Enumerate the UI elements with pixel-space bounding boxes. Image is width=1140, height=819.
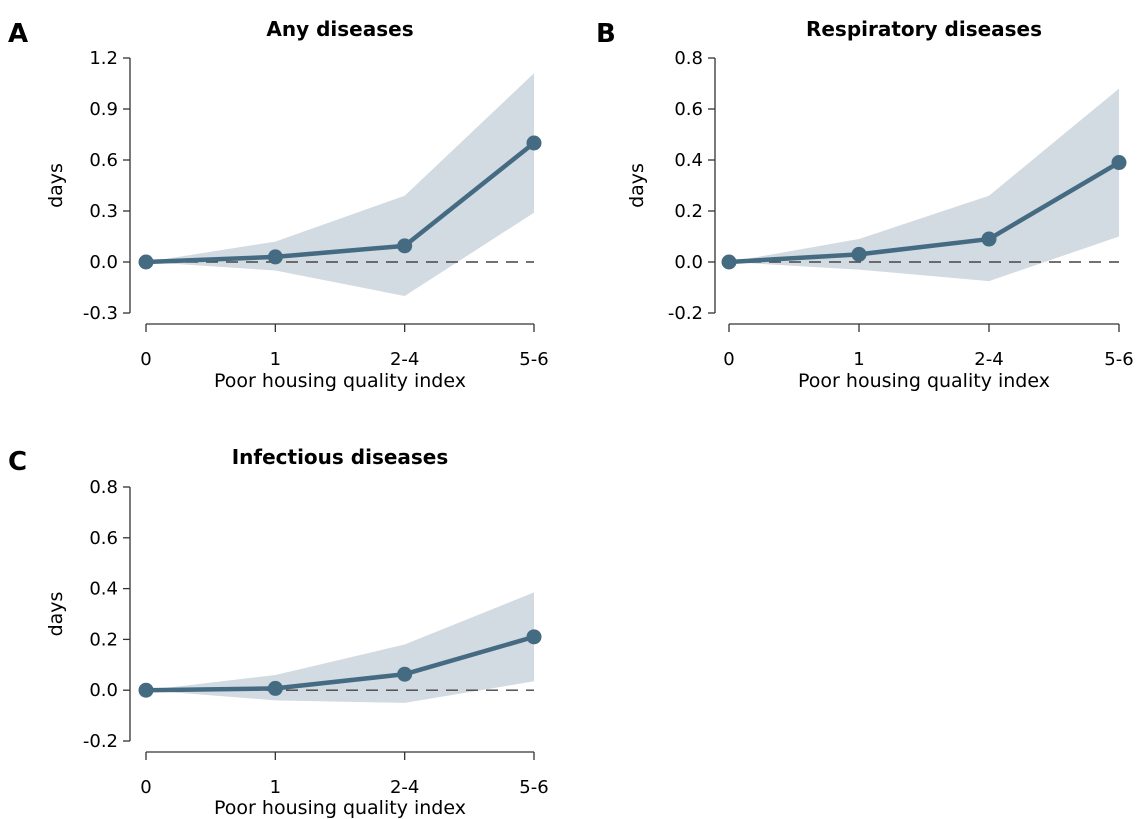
y-tick-label: 0.8 — [674, 48, 703, 69]
data-point — [138, 254, 154, 270]
y-axis-label: days — [626, 163, 648, 208]
chart-title: Infectious diseases — [232, 445, 449, 469]
y-tick-label: 0.6 — [89, 150, 118, 171]
y-tick-label: 0.8 — [89, 477, 118, 498]
x-axis-label: Poor housing quality index — [214, 797, 466, 819]
data-point — [851, 246, 867, 262]
x-tick-label: 1 — [270, 349, 281, 370]
panel-letter: B — [596, 19, 616, 49]
x-tick-label: 1 — [853, 349, 864, 370]
data-point — [138, 682, 154, 698]
y-axis-label: days — [45, 163, 67, 208]
data-point — [397, 238, 413, 254]
y-tick-label: -0.2 — [668, 303, 703, 324]
x-tick-label: 2-4 — [390, 777, 419, 798]
x-tick-label: 2-4 — [974, 349, 1003, 370]
x-tick-label: 0 — [140, 777, 151, 798]
x-tick-label: 5-6 — [519, 349, 548, 370]
y-tick-label: -0.3 — [83, 303, 118, 324]
panel-letter: A — [8, 19, 28, 49]
x-axis-label: Poor housing quality index — [214, 370, 466, 392]
y-tick-label: 0.0 — [674, 252, 703, 273]
data-point — [526, 629, 542, 645]
x-tick-label: 2-4 — [390, 349, 419, 370]
data-point — [267, 249, 283, 265]
y-tick-label: 0.6 — [89, 528, 118, 549]
y-tick-label: 0.3 — [89, 201, 118, 222]
y-tick-label: 0.6 — [674, 99, 703, 120]
y-tick-label: 0.0 — [89, 680, 118, 701]
confidence-band — [146, 73, 534, 296]
panel-a: A Any diseases -0.3 0.0 0.3 0.6 0.9 1.2 days 0 1 2-… — [0, 0, 570, 400]
x-tick-label: 0 — [723, 349, 734, 370]
chart-title: Respiratory diseases — [806, 17, 1042, 41]
x-tick-label: 0 — [140, 349, 151, 370]
y-tick-label: 0.9 — [89, 99, 118, 120]
series-line — [145, 141, 536, 265]
y-tick-label: 0.2 — [89, 629, 118, 650]
y-tick-label: -0.2 — [83, 731, 118, 752]
y-tick-label: 0.4 — [89, 579, 118, 600]
series-line — [145, 634, 535, 693]
y-tick-label: 0.4 — [674, 150, 703, 171]
x-tick-label: 5-6 — [1104, 349, 1133, 370]
chart-title: Any diseases — [266, 17, 413, 41]
data-point — [526, 135, 542, 151]
panel-b: B Respiratory diseases -0.2 0.0 0.2 0.4 0.6 0.8… — [582, 0, 1140, 400]
y-tick-label: 1.2 — [89, 48, 118, 69]
confidence-band — [146, 592, 534, 703]
x-tick-label: 5-6 — [519, 777, 548, 798]
panel-letter: C — [8, 447, 27, 477]
data-point — [267, 680, 283, 696]
chart-panel-a: A Any diseases -0.3 0.0 0.3 0.6 0.9 1.2 days 0 1 2-… — [8, 17, 549, 392]
series-line — [728, 160, 1121, 265]
x-tick-label: 1 — [270, 777, 281, 798]
x-axis-label: Poor housing quality index — [798, 370, 1050, 392]
y-axis-label: days — [45, 592, 67, 637]
y-tick-label: 0.0 — [89, 252, 118, 273]
panel-c: C Infectious diseases -0.2 0.0 0.2 0.4 0.6 0.8 d… — [0, 430, 570, 819]
chart-panel-c: C Infectious diseases -0.2 0.0 0.2 0.4 0.6 0.8 d… — [8, 445, 549, 819]
y-tick-label: 0.2 — [674, 201, 703, 222]
data-point — [1111, 155, 1127, 171]
data-point — [981, 231, 997, 247]
data-point — [397, 666, 413, 682]
confidence-band — [729, 88, 1119, 282]
data-point — [721, 254, 737, 270]
chart-panel-b: B Respiratory diseases -0.2 0.0 0.2 0.4 0.6 0.8… — [596, 17, 1134, 392]
